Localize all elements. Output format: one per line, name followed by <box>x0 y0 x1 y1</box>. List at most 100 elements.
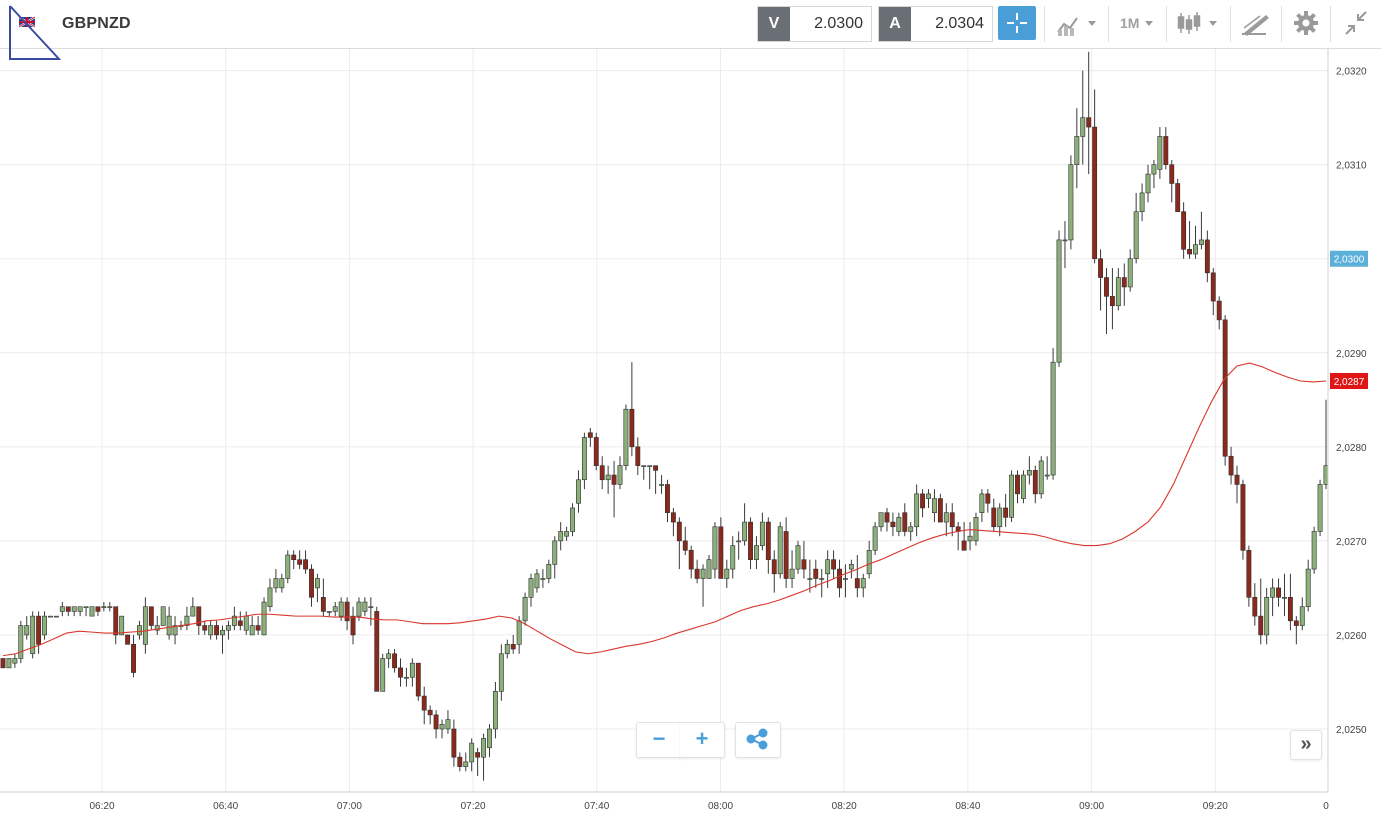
candle <box>759 512 765 551</box>
candles-button[interactable] <box>1170 6 1226 40</box>
candle-body-up <box>581 437 587 481</box>
candle-body-down <box>718 526 724 579</box>
price-chart[interactable]: 2,0250 2,0260 2,0270 2,0280 2,0290 2,0300 2,03… <box>0 49 1381 824</box>
candle-body-up <box>445 719 451 730</box>
ma-price-tag-bg <box>1330 372 1368 389</box>
candle-body-up <box>1270 587 1276 598</box>
candle-body-up <box>1198 239 1204 245</box>
candle <box>955 522 961 551</box>
candle <box>344 597 350 631</box>
candle-body-up <box>53 615 59 618</box>
candle-body-down <box>36 615 42 645</box>
candle-body-up <box>498 653 504 692</box>
candle-body-down <box>801 559 807 570</box>
candle <box>463 752 469 772</box>
candle <box>937 493 943 523</box>
candle <box>581 432 587 490</box>
candle <box>1282 573 1287 617</box>
candle-body-up <box>712 526 718 570</box>
candle-body-up <box>386 653 392 659</box>
candle-body-down <box>771 559 777 575</box>
candle <box>53 615 59 618</box>
candle <box>303 550 309 574</box>
candle <box>243 611 249 635</box>
candle-body-up <box>896 517 902 532</box>
zoom-out-button[interactable]: − <box>636 722 682 758</box>
drawing-tools-button[interactable] <box>1236 6 1276 40</box>
candle <box>599 456 605 490</box>
zoom-in-button[interactable]: + <box>680 722 725 758</box>
candle-body-up <box>997 507 1003 528</box>
candle-body-up <box>1264 597 1270 636</box>
candle <box>552 536 558 579</box>
crosshair-button[interactable] <box>998 6 1036 40</box>
candle-body-up <box>617 465 623 485</box>
candle-body-down <box>1293 620 1299 626</box>
candle <box>765 517 771 574</box>
candle-body-down <box>433 714 439 730</box>
candle-body-down <box>1204 239 1210 274</box>
chart-type-button[interactable] <box>1052 6 1102 40</box>
candle <box>670 507 676 537</box>
candle <box>1026 456 1032 485</box>
collapse-button[interactable] <box>1338 6 1374 40</box>
candle <box>932 489 937 523</box>
candle <box>878 512 884 532</box>
candle <box>202 620 208 635</box>
candle <box>623 404 629 471</box>
candle-body-down <box>884 512 890 523</box>
candle <box>374 606 380 692</box>
buy-price-box[interactable]: A 2.0304 <box>878 6 993 42</box>
candle <box>1222 315 1228 466</box>
candle <box>1169 159 1175 203</box>
candle-body-up <box>1026 470 1032 476</box>
scroll-to-latest-button[interactable]: » <box>1290 730 1322 760</box>
candle <box>273 569 279 593</box>
candle <box>125 634 131 645</box>
sell-price-box[interactable]: V 2.0300 <box>757 6 872 42</box>
candle-body-down <box>1086 117 1092 128</box>
settings-button[interactable] <box>1288 6 1324 40</box>
candle <box>184 606 190 631</box>
candle-body-down <box>1181 211 1187 250</box>
candle-body-down <box>611 474 617 485</box>
candle-body-up <box>860 578 866 589</box>
candle <box>1234 465 1240 504</box>
candle <box>1246 545 1252 607</box>
candle <box>866 540 872 579</box>
candle-body-up <box>226 625 231 631</box>
candle-body-down <box>113 606 119 636</box>
share-button[interactable] <box>735 722 781 758</box>
candle <box>137 620 142 640</box>
candle <box>119 615 125 636</box>
candle <box>831 550 837 579</box>
candle <box>214 620 220 640</box>
candle <box>694 559 700 584</box>
candle-body-down <box>1015 474 1020 495</box>
candle-body-up <box>1139 192 1145 213</box>
candle <box>95 606 101 617</box>
timeframe-button[interactable]: 1M <box>1112 6 1162 40</box>
candle-body-up <box>59 606 65 612</box>
candle-body-down <box>682 540 688 551</box>
candle-body-up <box>42 615 47 636</box>
candle <box>332 602 338 617</box>
candle-body-down <box>748 521 753 560</box>
candle-body-down <box>125 634 131 645</box>
candle-body-up <box>481 738 486 758</box>
candle-body-up <box>18 625 24 659</box>
candle <box>1015 470 1020 504</box>
candle <box>1074 108 1080 189</box>
candle-body-down <box>1276 587 1281 598</box>
candle-body-up <box>172 625 178 636</box>
candle-body-up <box>742 521 748 542</box>
candle <box>1323 399 1329 490</box>
candle-body-down <box>309 568 314 598</box>
candle-body-down <box>297 559 303 565</box>
candle-body-up <box>807 578 813 580</box>
candle-body-up <box>1115 277 1121 307</box>
gbp-nzd-flag-icon <box>9 5 61 60</box>
ma-price-tag: 2,0287 <box>1330 372 1368 389</box>
candle <box>985 489 991 513</box>
candle <box>843 564 848 598</box>
